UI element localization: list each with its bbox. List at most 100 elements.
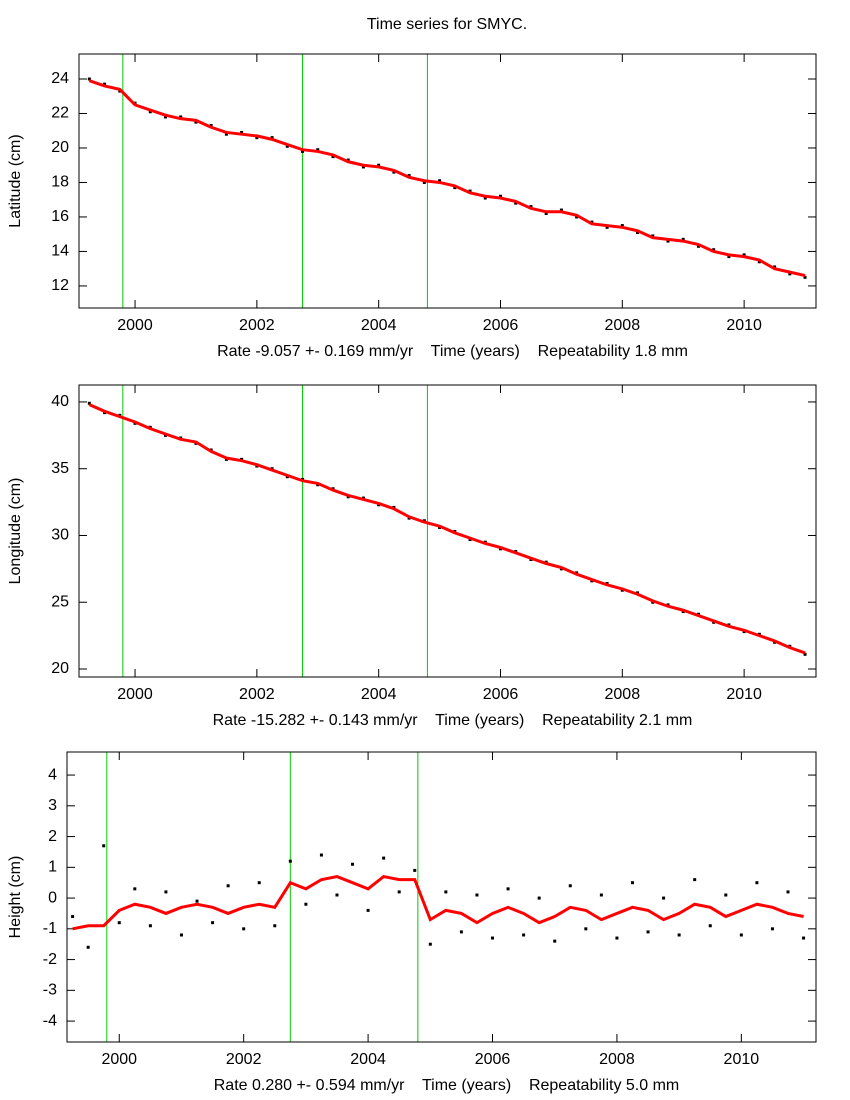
data-point (240, 130, 244, 134)
y-axis-label: Latitude (cm) (7, 134, 24, 227)
data-point (195, 899, 199, 903)
y-tick-label: -2 (43, 951, 57, 968)
data-point (209, 124, 213, 128)
data-point (514, 201, 518, 205)
x-tick-label: 2008 (599, 1051, 635, 1068)
data-point (742, 253, 746, 257)
y-tick-label: 35 (51, 460, 69, 477)
data-point (553, 939, 557, 943)
data-point (331, 155, 335, 159)
data-point (361, 165, 365, 169)
x-tick-label: 2006 (483, 686, 519, 703)
data-point (615, 936, 619, 940)
data-point (599, 893, 603, 897)
data-point (681, 237, 685, 241)
data-point (148, 924, 152, 928)
data-point (475, 893, 479, 897)
data-point (605, 225, 609, 229)
x-axis-label: Rate 0.280 +- 0.594 mm/yr Time (years) R… (214, 1077, 680, 1094)
data-point (335, 893, 339, 897)
data-point (242, 927, 246, 931)
x-tick-label: 2000 (117, 317, 153, 334)
y-tick-label: 30 (51, 527, 69, 544)
data-point (662, 896, 666, 900)
chart-title: Time series for SMYC. (367, 16, 527, 33)
data-point (133, 887, 137, 891)
data-point (255, 136, 259, 140)
data-point (544, 212, 548, 216)
data-point (304, 902, 308, 906)
data-point (224, 132, 228, 136)
x-tick-label: 2004 (350, 1051, 386, 1068)
data-point (802, 936, 806, 940)
data-point (428, 942, 432, 946)
x-tick-label: 2004 (361, 686, 397, 703)
x-tick-label: 2008 (605, 686, 641, 703)
data-point (273, 924, 277, 928)
data-point (444, 890, 448, 894)
data-point (179, 933, 183, 937)
data-point (87, 77, 91, 81)
y-tick-label: -3 (43, 982, 57, 999)
data-point (498, 194, 502, 198)
x-tick-label: 2002 (239, 686, 275, 703)
data-point (803, 652, 807, 656)
data-point (285, 144, 289, 148)
y-tick-label: -1 (43, 920, 57, 937)
data-point (770, 927, 774, 931)
data-point (739, 933, 743, 937)
data-point (651, 234, 655, 238)
x-tick-label: 2010 (724, 1051, 760, 1068)
data-point (257, 881, 261, 885)
y-tick-label: 25 (51, 593, 69, 610)
y-axis-label: Longitude (cm) (7, 478, 24, 585)
data-point (693, 878, 697, 882)
data-point (351, 862, 355, 866)
data-point (392, 170, 396, 174)
data-point (397, 890, 401, 894)
data-point (529, 205, 533, 209)
data-point (636, 230, 640, 234)
y-tick-label: 22 (51, 105, 69, 122)
data-point (102, 844, 106, 848)
data-point (288, 859, 292, 863)
y-tick-label: 14 (51, 243, 69, 260)
data-point (559, 208, 563, 212)
data-point (164, 890, 168, 894)
model-line (88, 79, 806, 278)
data-point (453, 186, 457, 190)
data-point (148, 110, 152, 114)
x-axis-label: Rate -9.057 +- 0.169 mm/yr Time (years) … (217, 343, 688, 360)
x-tick-label: 2002 (226, 1051, 262, 1068)
x-tick-label: 2004 (361, 317, 397, 334)
data-point (584, 927, 588, 931)
data-point (646, 930, 650, 934)
data-point (755, 881, 759, 885)
data-point (194, 120, 198, 124)
data-point (382, 856, 386, 860)
x-axis-label: Rate -15.282 +- 0.143 mm/yr Time (years)… (213, 712, 693, 729)
data-point (163, 115, 167, 119)
data-point (696, 244, 700, 248)
data-point (179, 115, 183, 119)
data-point (757, 260, 761, 264)
y-tick-label: 24 (51, 70, 69, 87)
data-point (270, 136, 274, 140)
y-tick-label: 12 (51, 277, 69, 294)
y-tick-label: 3 (48, 797, 57, 814)
x-tick-label: 2000 (101, 1051, 137, 1068)
data-point (575, 215, 579, 219)
x-tick-label: 2008 (605, 317, 641, 334)
y-tick-label: 20 (51, 660, 69, 677)
data-point (568, 884, 572, 888)
data-point (459, 930, 463, 934)
y-tick-label: -4 (43, 1012, 57, 1029)
data-point (620, 224, 624, 228)
plot-frame (78, 384, 817, 678)
data-point (788, 272, 792, 276)
y-tick-label: 20 (51, 139, 69, 156)
data-point (666, 239, 670, 243)
y-tick-label: 2 (48, 828, 57, 845)
data-point (708, 924, 712, 928)
